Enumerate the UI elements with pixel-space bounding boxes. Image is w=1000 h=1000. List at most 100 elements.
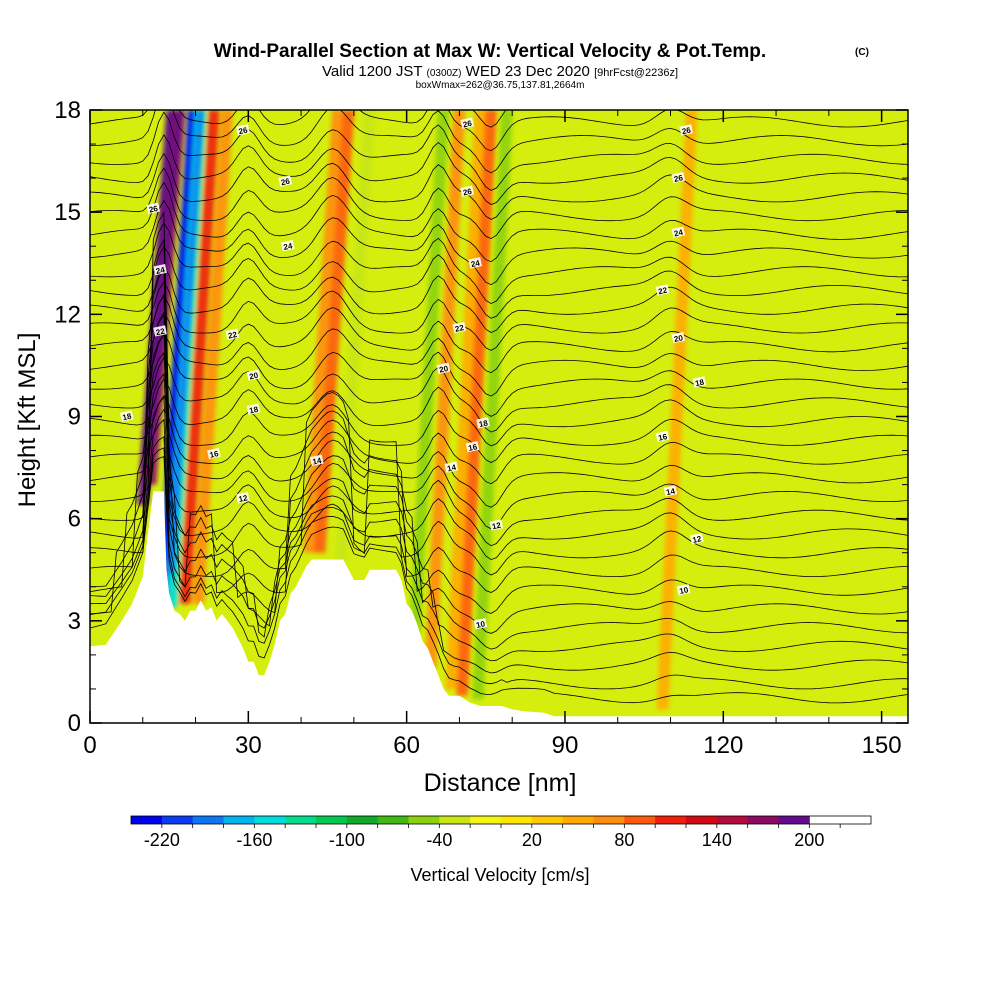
isentrope-label-bg [436,362,451,374]
isentrope-label-text: 26 [148,204,159,215]
colorbar-swatch [192,816,224,824]
colorbar-swatch [470,816,502,824]
colorbar-swatch [161,816,194,824]
isentrope-label-bg [452,321,467,334]
colorbar-swatch [346,816,379,824]
y-tick-label: 12 [54,301,81,328]
velocity-core-3 [169,110,204,574]
isentrope-line [90,372,908,634]
velocity-plume-5 [192,110,234,604]
isentrope-label-bg [671,171,686,184]
isentrope-label-bg [692,376,707,388]
velocity-plume-7 [313,110,355,553]
isentrope-label-bg [225,328,240,340]
isentrope-label: 24 [468,257,483,269]
colorbar-tick-label: 200 [794,830,824,850]
isentrope-label: 26 [460,117,475,130]
isentrope-label: 18 [119,410,134,423]
isentrope-label-text: 14 [665,486,676,497]
isentrope-label-bg [236,124,250,136]
velocity-plume-8 [334,110,376,563]
isentrope-label: 26 [671,171,686,184]
isentrope-label-text: 26 [673,173,684,184]
colorbar-tick-label: -220 [144,830,180,850]
isentrope-label-bg [663,485,678,497]
isentrope-label: 24 [280,240,295,252]
isentrope-label-text: 22 [227,330,238,341]
isentrope-label-text: 24 [673,228,684,239]
isentrope-label-text: 20 [248,371,259,382]
isentrope-line [90,152,908,220]
isentrope-label: 22 [655,284,670,296]
isentrope-label-text: 12 [692,534,703,545]
x-tick-label: 60 [393,732,420,759]
isentrope-label: 20 [671,332,686,344]
isentrope-label-bg [309,454,324,466]
isentrope-label: 14 [663,485,678,497]
isentrope-label-bg [246,369,261,381]
colorbar-tick-label: 20 [522,830,542,850]
isentrope-label-bg [655,430,670,443]
isentrope-label-text: 26 [238,125,249,136]
isentrope-line [90,134,908,205]
isentrope-line [90,222,908,305]
isentrope-label-text: 24 [283,241,294,252]
isentrope-label: 26 [679,124,694,136]
colorbar-swatch [562,816,594,824]
isentrope-label: 18 [692,376,707,388]
isentrope-line [90,111,908,191]
velocity-plume-12 [456,110,497,696]
colorbar-swatch [655,816,687,824]
isentrope-line [90,313,908,576]
y-tick-label: 3 [68,608,81,635]
axis-ticks: 0 30 60 90 120 150 0 3 6 9 12 15 18 [54,97,908,759]
x-tick-label: 0 [83,732,96,759]
isentrope-line [90,211,908,508]
isentrope-line [90,378,908,447]
isentrope-label-bg [246,403,261,415]
colorbar-tick-label: -160 [236,830,272,850]
subtitle-valid: Valid 1200 JST (0300Z) WED 23 Dec 2020 [… [322,63,678,80]
colorbar-swatch [131,816,163,824]
isentrope-label-text: 18 [478,418,489,429]
isentrope-label: 10 [676,584,691,596]
isentrope-label: 22 [452,321,467,334]
velocity-plume-14 [656,110,698,710]
isentrope-line [90,281,908,351]
isentrope-lines [90,110,908,704]
isentrope-label-text: 26 [462,119,473,130]
isentrope-line [90,456,908,704]
colorbar-tick-label: -100 [329,830,365,850]
terrain [90,491,908,723]
isentrope-line [90,267,908,547]
colorbar-swatch [531,816,564,824]
isentrope-line [90,110,908,152]
y-tick-label: 9 [68,404,81,431]
isentrope-line [90,356,908,433]
isentrope-line [90,181,908,263]
isentrope-label-bg [679,124,694,136]
subtitle-main: Valid 1200 JST [322,63,422,80]
isentrope-label-text: 16 [209,449,220,460]
isentrope-labels: 26 26 26 24 24 22 22 20 18 18 16 14 12 26 26 24 22 20 18 16… [119,117,707,630]
isentrope-label: 16 [465,441,480,453]
isentrope-label-bg [460,185,475,197]
colorbar-tick-label: -40 [426,830,452,850]
isentrope-label-bg [671,226,686,238]
isentrope-label-bg [207,447,221,460]
colorbar-swatch [501,816,533,824]
isentrope-label-text: 20 [673,333,684,344]
isentrope-label-text: 20 [438,364,449,375]
isentrope-label-text: 18 [122,412,133,423]
isentrope-label: 18 [246,403,261,416]
terrain-mask [90,491,908,723]
isentrope-label-bg [655,284,670,296]
isentrope-label: 24 [671,226,686,239]
isentrope-label-bg [460,117,475,129]
isentrope-label-text: 14 [446,463,457,474]
isentrope-label: 22 [225,328,240,341]
isentrope-label-text: 12 [238,493,249,504]
chart-title: Wind-Parallel Section at Max W: Vertical… [214,41,766,62]
isentrope-label-text: 24 [155,265,166,276]
isentrope-label: 12 [236,492,250,504]
